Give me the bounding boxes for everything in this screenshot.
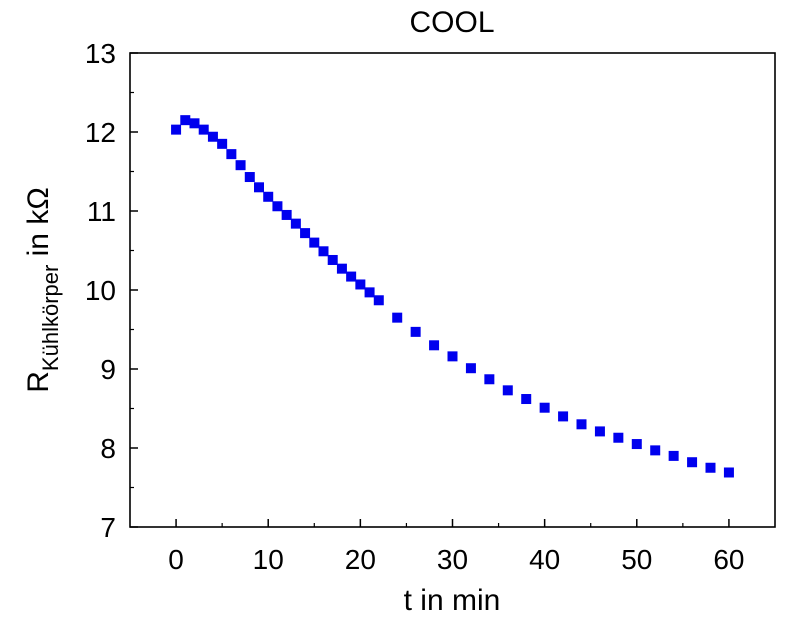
data-point [244, 172, 255, 183]
svg-text:RKühlkörper in kΩ: RKühlkörper in kΩ [22, 187, 63, 393]
data-point [364, 287, 375, 298]
data-point [484, 374, 495, 385]
data-point [723, 467, 734, 478]
data-point [263, 191, 274, 202]
data-point [410, 326, 421, 337]
data-point [705, 462, 716, 473]
data-point [336, 263, 347, 274]
data-point [272, 201, 283, 212]
y-axis-label: RKühlkörper in kΩ [22, 187, 63, 393]
y-tick-label: 11 [87, 196, 116, 227]
data-point [373, 295, 384, 306]
data-point [300, 228, 311, 239]
data-point [180, 115, 191, 126]
x-tick-label: 10 [253, 544, 284, 575]
data-point [668, 450, 679, 461]
data-point [594, 426, 605, 437]
data-point [226, 149, 237, 160]
data-point [429, 340, 440, 351]
data-point [465, 363, 476, 374]
data-series [171, 115, 734, 478]
x-tick-label: 0 [168, 544, 184, 575]
data-point [235, 160, 246, 171]
data-point [355, 279, 366, 290]
y-tick-label: 9 [100, 354, 116, 385]
y-axis: 7 8 9 10 11 12 13 [85, 38, 138, 543]
data-point [613, 432, 624, 443]
data-point [346, 271, 357, 282]
data-point [189, 118, 200, 129]
y-tick-label: 7 [100, 512, 116, 543]
x-tick-label: 40 [529, 544, 560, 575]
x-tick-label: 20 [345, 544, 376, 575]
data-point [217, 138, 228, 149]
data-point [650, 445, 661, 456]
data-point [290, 218, 301, 229]
data-point [281, 209, 292, 220]
data-point [502, 385, 513, 396]
y-tick-label: 8 [100, 433, 116, 464]
x-axis-label: t in min [404, 584, 501, 617]
data-point [539, 402, 550, 413]
x-axis: 0 10 20 30 40 50 60 [168, 519, 745, 575]
x-tick-label: 50 [621, 544, 652, 575]
data-point [318, 246, 329, 257]
data-point [447, 351, 458, 362]
data-point [631, 439, 642, 450]
chart-title: COOL [409, 6, 494, 39]
y-tick-label: 12 [85, 117, 116, 148]
data-point [392, 312, 403, 323]
data-point [171, 124, 182, 135]
data-point [198, 124, 209, 135]
data-point [558, 411, 569, 422]
data-point [687, 457, 698, 468]
data-point [309, 237, 320, 248]
data-point [576, 419, 587, 430]
x-tick-label: 60 [713, 544, 744, 575]
y-tick-label: 13 [85, 38, 116, 69]
x-tick-label: 30 [437, 544, 468, 575]
y-axis-label-subscript: Kühlkörper [38, 265, 63, 371]
y-tick-label: 10 [85, 275, 116, 306]
y-axis-label-main: R [22, 371, 55, 393]
data-point [327, 254, 338, 265]
y-axis-label-suffix: in kΩ [22, 187, 55, 264]
data-point [254, 182, 264, 193]
data-point [521, 394, 532, 405]
data-point [207, 131, 218, 142]
